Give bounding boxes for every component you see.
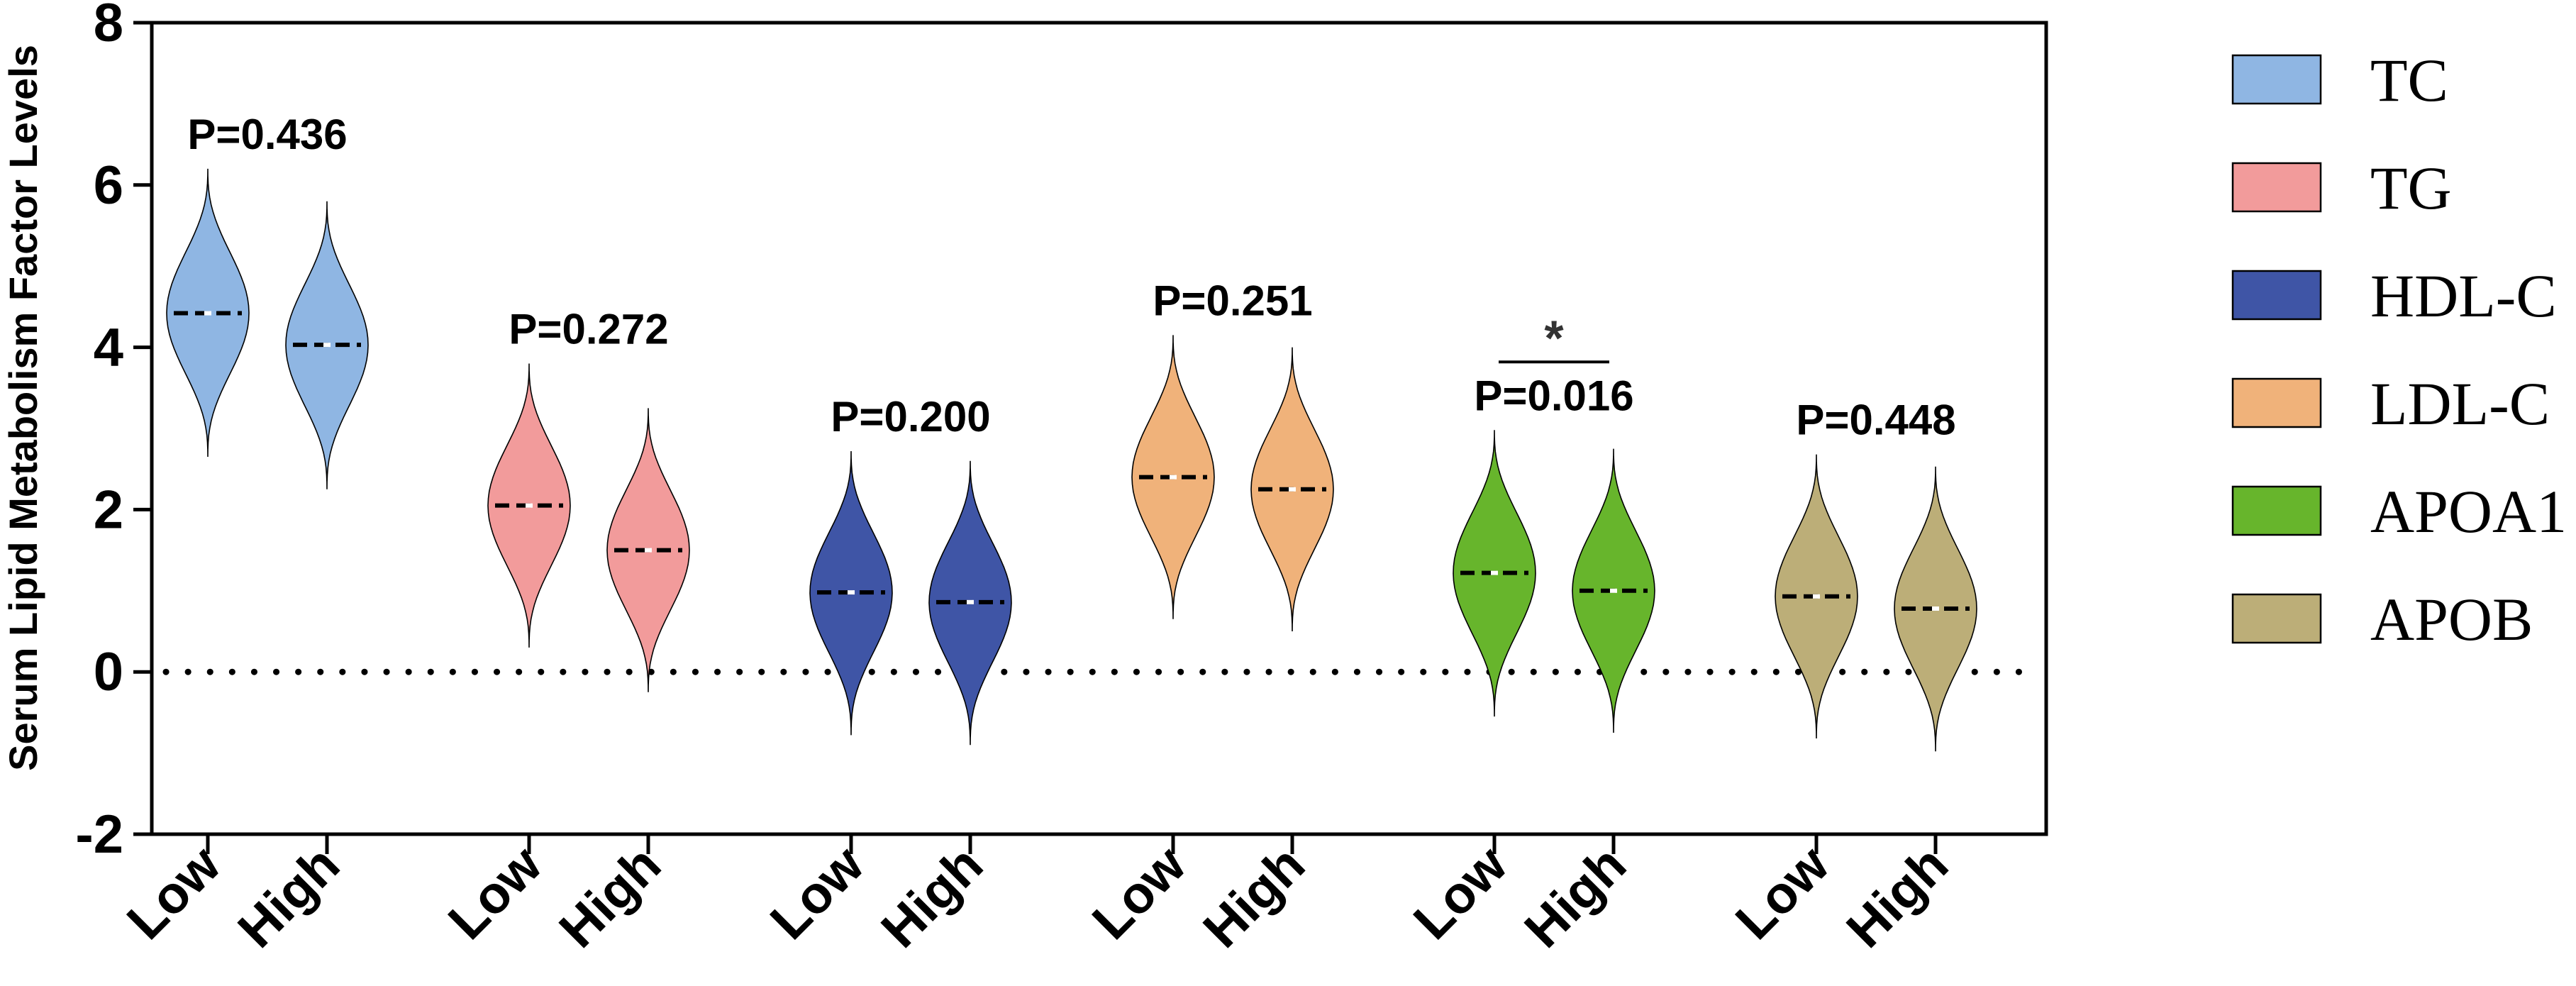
legend-label-ldl-c: LDL-C	[2370, 370, 2550, 438]
legend-label-hdl-c: HDL-C	[2370, 262, 2557, 330]
p-value-label: P=0.436	[187, 111, 347, 158]
legend-swatch-ldl-c	[2231, 377, 2322, 428]
legend-swatch-apob	[2231, 593, 2322, 644]
x-tick-label-low: Low	[1402, 834, 1519, 951]
x-tick-label-low: Low	[759, 834, 875, 951]
y-tick-label: -2	[75, 804, 123, 865]
p-value-label: P=0.016	[1474, 372, 1633, 419]
x-tick-label-high: High	[870, 835, 994, 959]
y-tick-label: 6	[94, 155, 123, 216]
p-value-label: P=0.200	[831, 393, 990, 441]
x-tick-label-high: High	[1835, 835, 1959, 959]
y-tick-label: 8	[94, 0, 123, 53]
x-tick-label-high: High	[1192, 835, 1316, 959]
x-tick-label-high: High	[1513, 835, 1637, 959]
median-marker	[1932, 606, 1939, 611]
x-tick-label-high: High	[226, 835, 350, 959]
x-tick-label-low: Low	[1724, 834, 1841, 951]
median-marker	[204, 311, 211, 316]
y-tick-label: 0	[94, 642, 123, 702]
legend-label-tg: TG	[2370, 154, 2452, 222]
x-tick-label-low: Low	[116, 834, 232, 951]
median-marker	[967, 599, 974, 604]
p-value-label: P=0.272	[509, 305, 668, 353]
median-marker	[1170, 475, 1177, 480]
legend-label-tc: TC	[2370, 46, 2448, 114]
median-marker	[1610, 588, 1617, 593]
p-value-label: P=0.448	[1796, 397, 1955, 444]
median-marker	[645, 548, 652, 553]
median-marker	[1813, 594, 1820, 599]
legend-swatch-apoa1	[2231, 485, 2322, 536]
median-marker	[1491, 570, 1498, 575]
median-marker	[848, 590, 855, 595]
y-tick-label: 4	[94, 318, 123, 378]
p-value-label: P=0.251	[1153, 277, 1312, 324]
legend-label-apob: APOB	[2370, 585, 2533, 653]
median-marker	[323, 343, 331, 348]
legend-swatch-tc	[2231, 54, 2322, 105]
x-tick-label-low: Low	[437, 834, 553, 951]
x-tick-label-low: Low	[1081, 834, 1197, 951]
y-axis-label: Serum Lipid Metabolism Factor Levels	[1, 45, 45, 771]
y-tick-label: 2	[94, 480, 123, 540]
x-tick-label-high: High	[548, 835, 672, 959]
significance-star: *	[1544, 310, 1564, 365]
median-marker	[526, 503, 533, 508]
legend-label-apoa1: APOA1	[2370, 477, 2567, 545]
legend-swatch-tg	[2231, 162, 2322, 213]
plot-frame	[150, 21, 2048, 836]
median-marker	[1289, 487, 1296, 492]
legend-swatch-hdl-c	[2231, 270, 2322, 321]
